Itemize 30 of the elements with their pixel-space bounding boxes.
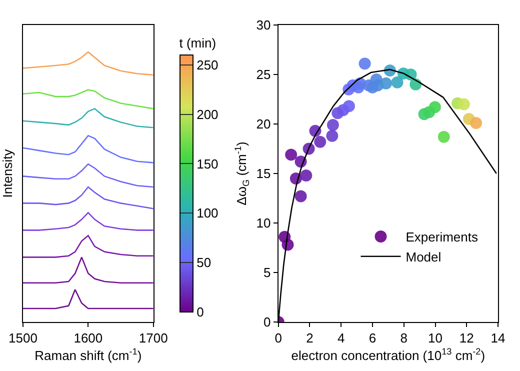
x-tick-label: 1500 <box>8 330 38 346</box>
color-bar-title: t (min) <box>179 35 216 50</box>
y-axis-title: Intensity <box>0 148 15 198</box>
y-tick-label: 20 <box>256 116 271 132</box>
x-axis-title: Raman shift (cm$^{-1}$) <box>34 346 142 364</box>
x-tick-label: 1600 <box>74 330 103 346</box>
x-axis-title: electron concentration (10$^{13}$ cm$^{-2}$) <box>291 346 486 364</box>
legend-label: Experiments <box>406 230 478 245</box>
color-bar-label: 250 <box>196 57 218 72</box>
y-tick-label: 25 <box>256 67 271 82</box>
color-bar-label: 150 <box>196 156 218 172</box>
x-tick-label: 12 <box>459 330 474 346</box>
y-tick-label: 10 <box>256 216 271 231</box>
y-tick-label: 0 <box>264 314 271 330</box>
legend-label: Model <box>406 249 442 264</box>
color-bar-label: 200 <box>196 106 218 122</box>
x-tick-label: 6 <box>368 330 376 346</box>
x-tick-label: 10 <box>428 330 442 346</box>
x-tick-label: 14 <box>490 330 506 346</box>
x-tick-label: 8 <box>400 330 408 346</box>
color-bar-label: 50 <box>196 255 212 270</box>
x-tick-label: 0 <box>274 330 282 346</box>
color-bar-label: 0 <box>196 304 204 320</box>
x-tick-label: 4 <box>337 330 345 346</box>
color-bar-label: 100 <box>196 206 218 221</box>
y-tick-label: 5 <box>264 265 271 280</box>
y-tick-label: 30 <box>256 18 271 33</box>
x-tick-label: 1700 <box>138 330 168 346</box>
x-tick-label: 2 <box>306 330 314 346</box>
y-tick-label: 15 <box>256 166 271 182</box>
